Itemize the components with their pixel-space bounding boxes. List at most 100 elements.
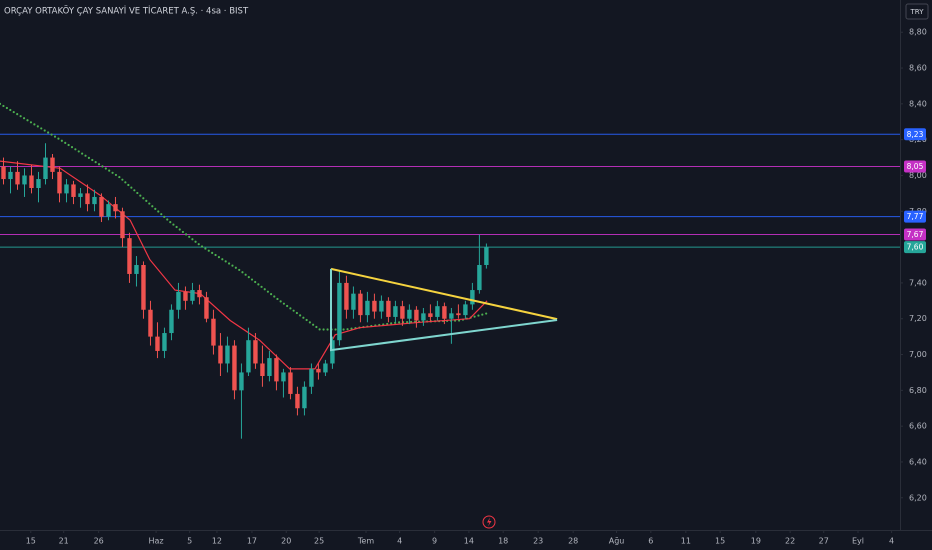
candle-body [8,171,13,180]
candle-body [169,309,174,334]
x-tick-label: Ağu [609,537,625,546]
x-tick-label: Eyl [852,537,864,546]
y-tick-label: 8,40 [909,99,927,108]
y-tick-label: 6,20 [909,493,927,502]
candle-body [260,363,265,377]
price-label: 8,23 [907,130,924,139]
y-tick-label: 8,80 [909,28,927,37]
currency-box[interactable] [905,3,929,20]
x-tick-label: 11 [681,537,691,546]
x-tick-label: 23 [533,537,543,546]
candle-body [477,265,482,291]
trendline [330,268,558,352]
candle-body [176,291,181,310]
candle-body [456,313,461,316]
candle-body [15,171,20,185]
candle-body [288,372,293,394]
price-label: 7,67 [907,230,924,239]
candle-body [71,184,76,197]
candle-body [155,336,160,351]
candle-body [134,265,139,274]
candle-body [57,171,62,194]
y-tick-label: 6,80 [909,386,927,395]
x-tick-label: 22 [785,537,795,546]
candle-body [309,368,314,387]
candle-body [407,309,412,319]
candle-body [414,309,419,321]
axes: 8,808,608,408,208,007,807,407,207,006,80… [26,28,927,546]
lightning-icon[interactable] [482,515,496,529]
candle-body [372,300,377,312]
candle-body [211,318,216,346]
candle-body [43,157,48,180]
candle-body [204,297,209,319]
candle-body [281,372,286,382]
candle-body [267,358,272,377]
x-tick-label: 9 [432,537,437,546]
chart-title: ORÇAY ORTAKÖY ÇAY SANAYİ VE TİCARET A.Ş.… [4,6,249,17]
plot-area [0,102,900,439]
candle-body [141,265,146,310]
candle-body [323,363,328,373]
candle-body [29,175,34,189]
candle-body [218,345,223,364]
y-tick-label: 6,40 [909,457,927,466]
x-tick-label: Haz [149,537,164,546]
candle-body [386,300,391,317]
candle-body [302,386,307,409]
x-tick-label: 14 [464,537,474,546]
x-tick-label: 26 [94,537,104,546]
candle-body [197,290,202,298]
candle-body [246,340,251,373]
y-tick-label: 7,00 [909,350,927,359]
x-tick-label: 15 [26,537,36,546]
candle-body [344,282,349,310]
candle-body [50,157,55,172]
y-tick-label: 7,20 [909,314,927,323]
candle-body [274,358,279,382]
x-tick-label: 25 [314,537,324,546]
price-label-box [904,160,926,173]
price-label: 8,05 [907,162,924,171]
candle-body [64,184,69,194]
candle-body [127,238,132,274]
candle-body [435,306,440,317]
candle-body [330,340,335,364]
candle-body [337,282,342,341]
candle-body [162,333,167,351]
candle-body [379,300,384,312]
candle-body [232,345,237,391]
candle-body [120,211,125,239]
candle-body [225,345,230,364]
currency: TRY [910,8,925,16]
candle-body [295,393,300,409]
x-tick-label: 21 [59,537,69,546]
candle-body [400,306,405,319]
candle-body [351,293,356,310]
x-tick-label: 20 [281,537,291,546]
x-tick-label: 27 [819,537,829,546]
icon-ring [482,515,496,529]
x-tick-label: 12 [212,537,222,546]
x-tick-label: Tem [357,537,374,546]
candle-body [85,193,90,205]
x-tick-label: 4 [397,537,402,546]
price-label-box [904,241,926,254]
y-tick-label: 8,00 [909,171,927,180]
x-tick-label: 6 [648,537,653,546]
x-tick-label: 4 [889,537,894,546]
price-label-box [904,210,926,223]
candle-body [463,304,468,316]
price-label: 7,60 [907,243,924,252]
x-tick-label: 5 [187,537,192,546]
candle-body [148,309,153,337]
candle-body [190,290,195,301]
price-label-box [904,128,926,141]
x-tick-label: 19 [751,537,761,546]
icon-bolt [487,517,492,527]
x-tick-label: 17 [247,537,257,546]
candle-body [442,306,447,319]
candle-body [253,340,258,364]
